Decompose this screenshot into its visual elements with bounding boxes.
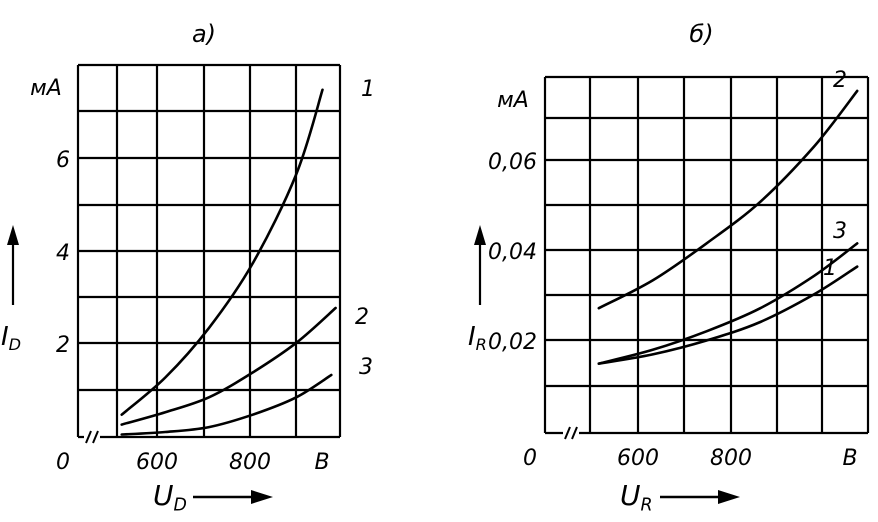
grid <box>76 63 342 439</box>
y-unit-label: мА <box>30 76 62 101</box>
series-line-2 <box>120 306 337 426</box>
y-axis-label: IR <box>468 322 487 354</box>
y-axis-label: ID <box>1 322 21 354</box>
series-line-3 <box>597 242 859 365</box>
series-line-3 <box>120 373 333 436</box>
series-label-1: 1 <box>823 256 837 281</box>
x-axis-label: UR <box>620 479 653 516</box>
x-tick-label: 800 <box>710 446 752 471</box>
y-tick-label: 0,06 <box>488 150 537 175</box>
x-axis-arrowhead <box>718 490 740 504</box>
series-line-2 <box>597 89 859 310</box>
series-label-2: 2 <box>355 305 369 330</box>
chart-panel-a: 1 2 3 а) мА 2 4 6 0 600 800 В ID UD <box>1 20 375 516</box>
y-tick-label: 2 <box>56 333 70 358</box>
panel-label: б) <box>689 20 713 48</box>
series-label-3: 3 <box>833 219 847 244</box>
y-tick-label: 0,02 <box>488 330 537 355</box>
y-tick-label: 6 <box>56 148 70 173</box>
y-tick-label: 4 <box>56 241 70 266</box>
series-label-3: 3 <box>359 355 373 380</box>
y-axis-arrowhead <box>7 225 19 245</box>
x-origin-label: 0 <box>56 450 70 475</box>
axis-break-mark <box>563 426 579 440</box>
series-label-2: 2 <box>833 68 847 93</box>
x-axis-label: UD <box>153 479 187 516</box>
chart-panel-b: 2 3 1 б) мА 0,02 0,04 0,06 0 600 800 В IR UR <box>468 20 870 516</box>
series-line-1 <box>120 88 324 416</box>
y-unit-label: мА <box>497 88 529 113</box>
x-unit-label: В <box>314 450 329 475</box>
x-tick-label: 600 <box>617 446 659 471</box>
axis-break-mark <box>84 430 100 444</box>
grid <box>543 75 870 435</box>
x-origin-label: 0 <box>523 446 537 471</box>
series-label-1: 1 <box>361 77 375 102</box>
panel-label: а) <box>192 20 216 48</box>
x-tick-label: 600 <box>136 450 178 475</box>
x-axis-arrowhead <box>251 490 273 504</box>
y-axis-arrowhead <box>474 225 486 245</box>
series-line-1 <box>597 265 859 365</box>
x-tick-label: 800 <box>229 450 271 475</box>
x-unit-label: В <box>842 446 857 471</box>
y-tick-label: 0,04 <box>488 240 537 265</box>
